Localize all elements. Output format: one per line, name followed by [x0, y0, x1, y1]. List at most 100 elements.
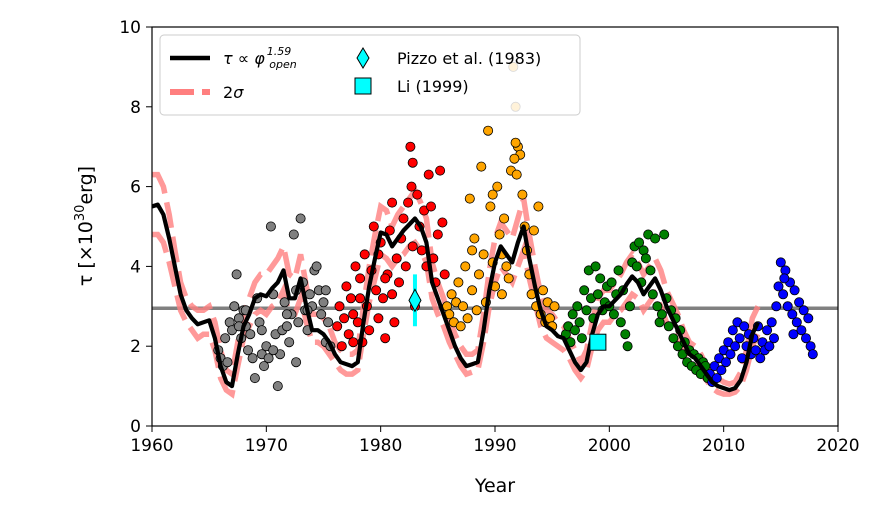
data-point [464, 193, 475, 204]
data-point [485, 201, 496, 212]
data-point [592, 289, 603, 300]
data-point [538, 285, 549, 296]
data-point [432, 229, 443, 240]
data-point [341, 281, 352, 292]
data-point [606, 277, 617, 288]
data-point [725, 349, 736, 360]
data-point [581, 305, 592, 316]
data-point [281, 309, 292, 320]
data-point [494, 229, 505, 240]
data-point [711, 373, 722, 384]
data-point [652, 301, 663, 312]
x-tick-label: 1980 [359, 436, 402, 456]
data-point [393, 277, 404, 288]
data-point [258, 361, 269, 372]
x-tick-label: 2010 [702, 436, 745, 456]
x-tick-label: 1990 [473, 436, 516, 456]
data-point [265, 221, 276, 232]
reference-markers [408, 274, 607, 351]
data-point [467, 285, 478, 296]
data-point [380, 333, 391, 344]
data-point [734, 333, 745, 344]
data-point [457, 301, 468, 312]
data-point [634, 237, 645, 248]
data-point [455, 321, 466, 332]
data-point [371, 285, 382, 296]
legend-box [159, 34, 581, 116]
data-point [716, 365, 727, 376]
data-point [406, 181, 417, 192]
data-point [801, 333, 812, 344]
data-point [572, 301, 583, 312]
data-point [663, 321, 674, 332]
data-point [446, 289, 457, 300]
data-point [471, 305, 482, 316]
data-point [739, 321, 750, 332]
data-point [332, 321, 343, 332]
data-point [789, 285, 800, 296]
y-tick-label: 6 [130, 178, 141, 198]
data-point [323, 317, 334, 328]
y-axis-label-unit: erg] [75, 166, 97, 205]
data-point [622, 341, 633, 352]
data-point [242, 345, 253, 356]
data-point [350, 261, 361, 272]
data-point [355, 293, 366, 304]
data-point [439, 269, 450, 280]
data-point [650, 233, 661, 244]
data-point [501, 261, 512, 272]
data-point [425, 201, 436, 212]
data-point [796, 325, 807, 336]
data-point [579, 285, 590, 296]
data-point [364, 325, 375, 336]
y-axis-label: τ [×1030erg] [73, 166, 97, 286]
x-axis-label: Year [474, 475, 515, 497]
data-point [279, 297, 290, 308]
model-curve [152, 202, 760, 393]
data-point [764, 341, 775, 352]
data-point [295, 213, 306, 224]
data-point [769, 333, 780, 344]
data-point [343, 329, 354, 340]
data-point [407, 241, 418, 252]
data-point [311, 261, 322, 272]
data-point [318, 297, 329, 308]
data-point [359, 249, 370, 260]
x-tick-label: 2020 [816, 436, 859, 456]
data-point [293, 317, 304, 328]
data-point [247, 353, 258, 364]
data-point [245, 329, 256, 340]
legend-model-label: τ ∝ φ 1.59 open [223, 45, 297, 71]
data-point [453, 277, 464, 288]
data-point [766, 317, 777, 328]
data-point [389, 317, 400, 328]
data-point [368, 221, 379, 232]
data-point [517, 189, 528, 200]
data-point [496, 289, 507, 300]
data-point [787, 309, 798, 320]
data-point [483, 125, 494, 136]
legend-li-label: Li (1999) [397, 77, 469, 96]
data-point [730, 341, 741, 352]
data-point [668, 333, 679, 344]
y-tick-label: 8 [130, 98, 141, 118]
y-tick-label: 4 [130, 257, 141, 277]
data-point [473, 269, 484, 280]
data-point [407, 157, 418, 168]
data-point [807, 349, 818, 360]
data-point [412, 189, 423, 200]
data-point [476, 161, 487, 172]
data-point [400, 261, 411, 272]
data-point [231, 269, 242, 280]
data-point [339, 313, 350, 324]
y-tick-label: 0 [130, 417, 141, 437]
data-point [467, 245, 478, 256]
data-point [631, 261, 642, 272]
data-point [268, 345, 279, 356]
data-point [229, 301, 240, 312]
data-point [645, 265, 656, 276]
data-point [771, 301, 782, 312]
data-point [348, 309, 359, 320]
data-point [640, 253, 651, 264]
data-point [437, 217, 448, 228]
